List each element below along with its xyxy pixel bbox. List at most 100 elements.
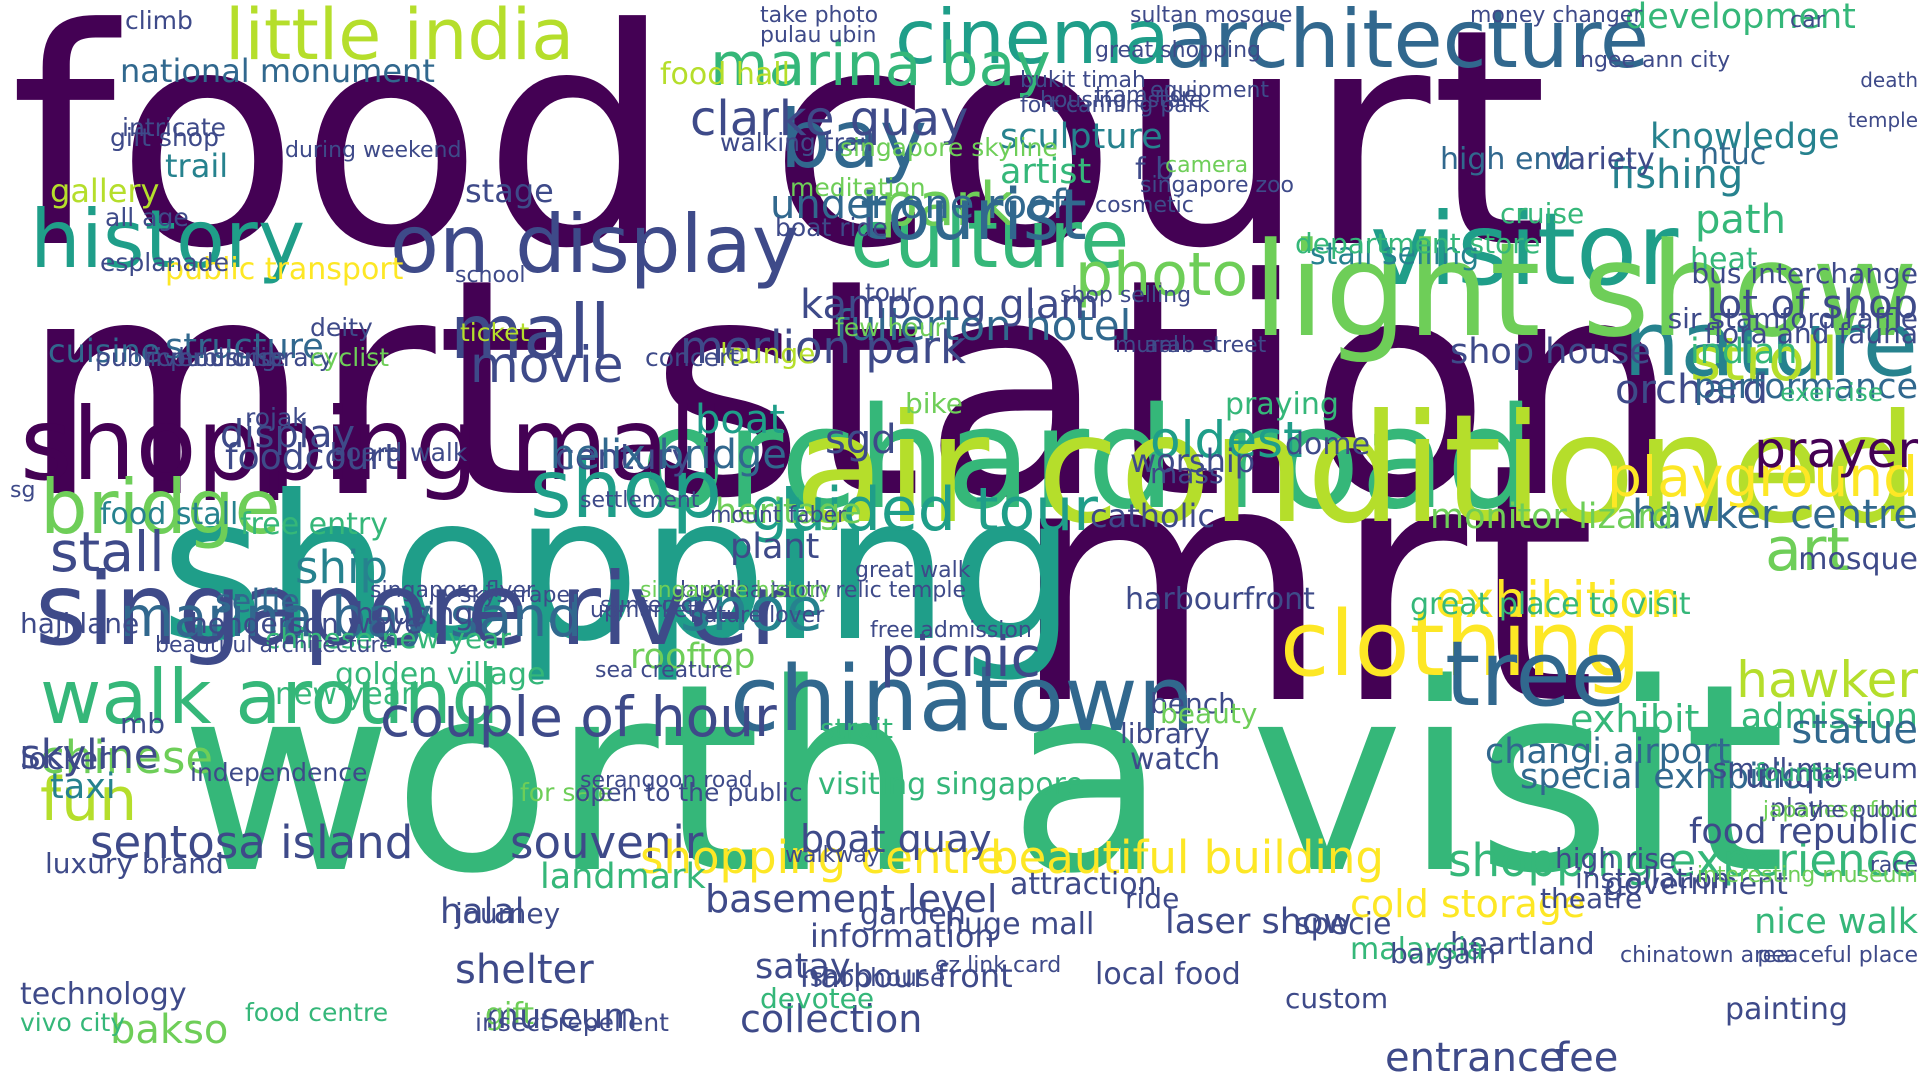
cloud-word: dome (1285, 427, 1371, 462)
cloud-word: equipment (1150, 78, 1270, 103)
cloud-word: money changer (1470, 3, 1643, 28)
cloud-word: century (555, 437, 693, 478)
cloud-word: small museum (1712, 752, 1918, 785)
cloud-word: tour (865, 278, 917, 307)
cloud-word: deity (310, 313, 373, 342)
cloud-word: picnic (880, 625, 1041, 689)
cloud-word: fort canning park (1020, 93, 1210, 118)
cloud-word: watch (1130, 742, 1221, 777)
cloud-word: housing (355, 597, 474, 632)
cloud-word: flora and fauna (1704, 317, 1918, 350)
cloud-word: open to the public (575, 778, 803, 807)
cloud-word: haji lane (20, 607, 140, 640)
cloud-word: park (880, 170, 1015, 240)
cloud-word: free admission (870, 618, 1032, 643)
cloud-word: the public (1808, 798, 1918, 823)
cloud-word: oldest (1150, 411, 1303, 469)
cloud-word: chinese (40, 731, 214, 784)
cloud-word: locker (20, 742, 111, 777)
cloud-word: collection (740, 997, 923, 1041)
cloud-word: tourist (860, 174, 1087, 256)
cloud-word: all age (105, 203, 189, 232)
cloud-word: huge mall (945, 907, 1095, 942)
cloud-word: under one roof (770, 182, 1066, 228)
cloud-word: sentosa island (90, 816, 414, 869)
cloud-word: food hall (660, 57, 790, 92)
cloud-word: praying (1225, 387, 1339, 422)
cloud-word: beauty (1160, 697, 1258, 730)
cloud-word: public transport (165, 252, 404, 287)
cloud-word: camera (1165, 153, 1249, 178)
cloud-word: bridge (40, 463, 281, 551)
cloud-word: lounge (720, 337, 816, 370)
cloud-word: journey (455, 897, 561, 930)
cloud-word: boat ride (775, 213, 888, 242)
cloud-word: skyscraper (460, 583, 580, 608)
cloud-word: shelter (455, 947, 594, 993)
cloud-word: golden village (335, 657, 546, 692)
cloud-word: meditation (790, 173, 926, 202)
cloud-word: bay (780, 93, 928, 186)
cloud-word: indian (1690, 332, 1798, 372)
cloud-word: mount faber (710, 503, 847, 528)
cloud-word: food stall (100, 497, 239, 532)
cloud-word: photo (1075, 240, 1249, 310)
cloud-word: hawker centre (1632, 492, 1918, 538)
cloud-word: garden (860, 897, 966, 932)
cloud-word: worship (1130, 442, 1256, 480)
cloud-word: knowledge (1650, 117, 1840, 157)
cloud-word: nature (1623, 292, 1918, 397)
cloud-word: visiting singapore (818, 767, 1084, 802)
cloud-word: henderson wave (190, 607, 422, 640)
cloud-word: sir stamford raffle (1667, 302, 1918, 335)
cloud-word: clothing (1280, 592, 1642, 697)
cloud-word: sgd (825, 417, 897, 463)
cloud-word: nice walk (1754, 902, 1918, 942)
cloud-word: boat quay (800, 817, 992, 861)
cloud-word: ticket (460, 318, 530, 347)
cloud-word: visitor (1370, 191, 1679, 308)
cloud-word: public library (170, 343, 334, 372)
cloud-word: shoe (680, 575, 823, 645)
cloud-word: insect repellent (475, 1008, 669, 1037)
cloud-word: cinema (895, 0, 1170, 81)
cloud-word: development (1625, 0, 1856, 37)
cloud-word: cosmetic (1095, 193, 1194, 218)
cloud-word: shopping (160, 453, 1077, 686)
cloud-word: rooftop (630, 637, 756, 677)
cloud-word: walk around (40, 653, 500, 741)
cloud-word: beautiful building (990, 831, 1384, 884)
cloud-word: architecture (1165, 0, 1650, 86)
cloud-word: fishing (1610, 152, 1744, 198)
cloud-word: harbour front (800, 957, 1013, 995)
cloud-word: shop house (1450, 332, 1651, 372)
cloud-word: stall (50, 520, 165, 584)
cloud-word: information (810, 917, 995, 955)
cloud-word: on display (390, 198, 800, 291)
cloud-word: river cruise (145, 343, 286, 372)
cloud-word: heritage (715, 492, 862, 532)
cloud-word: national monument (120, 52, 435, 90)
cloud-word: changi airport (1485, 732, 1731, 772)
cloud-word: cold storage (1350, 882, 1586, 926)
cloud-word: singapore zoo (1140, 173, 1294, 198)
cloud-word: public housing (95, 343, 277, 372)
cloud-word: singapore skyline (840, 133, 1058, 162)
cloud-word: tree (1445, 622, 1627, 727)
cloud-word: basement level (705, 877, 998, 921)
cloud-word: selfie (215, 582, 301, 620)
cloud-word: f b (1135, 152, 1175, 187)
cloud-word: orchard (1615, 367, 1769, 413)
cloud-word: race (1869, 853, 1918, 878)
cloud-word: painting (1725, 992, 1848, 1027)
cloud-word: art (1765, 515, 1850, 585)
cloud-word: peaceful place (1757, 943, 1918, 968)
cloud-word: local food (1095, 957, 1241, 992)
cloud-word: new year (275, 677, 414, 712)
cloud-word: museum (485, 997, 638, 1037)
cloud-word: mural (1115, 333, 1180, 358)
cloud-word: upmarket (590, 598, 696, 623)
cloud-word: shopping centre (640, 831, 1005, 884)
cloud-word: bus interchange (1691, 257, 1918, 290)
cloud-word: shop (530, 443, 723, 536)
